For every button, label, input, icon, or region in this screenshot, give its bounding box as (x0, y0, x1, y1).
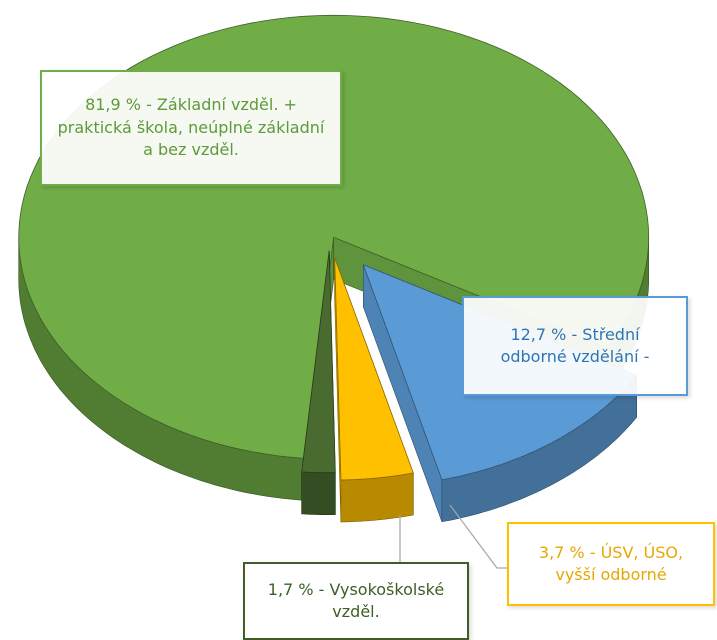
slice (334, 257, 414, 481)
leader-line (449, 504, 507, 569)
data-label: 3,7 % - ÚSV, ÚSO, vyšší odborné (507, 522, 715, 606)
slice-side (301, 471, 336, 516)
data-label: 81,9 % - Základní vzděl. + praktická ško… (40, 70, 342, 186)
slice-side (340, 472, 414, 523)
data-label: 12,7 % - Střední odborné vzdělání - (462, 296, 688, 396)
slice (301, 250, 336, 474)
data-label: 1,7 % - Vysokoškolské vzděl. (243, 562, 469, 640)
